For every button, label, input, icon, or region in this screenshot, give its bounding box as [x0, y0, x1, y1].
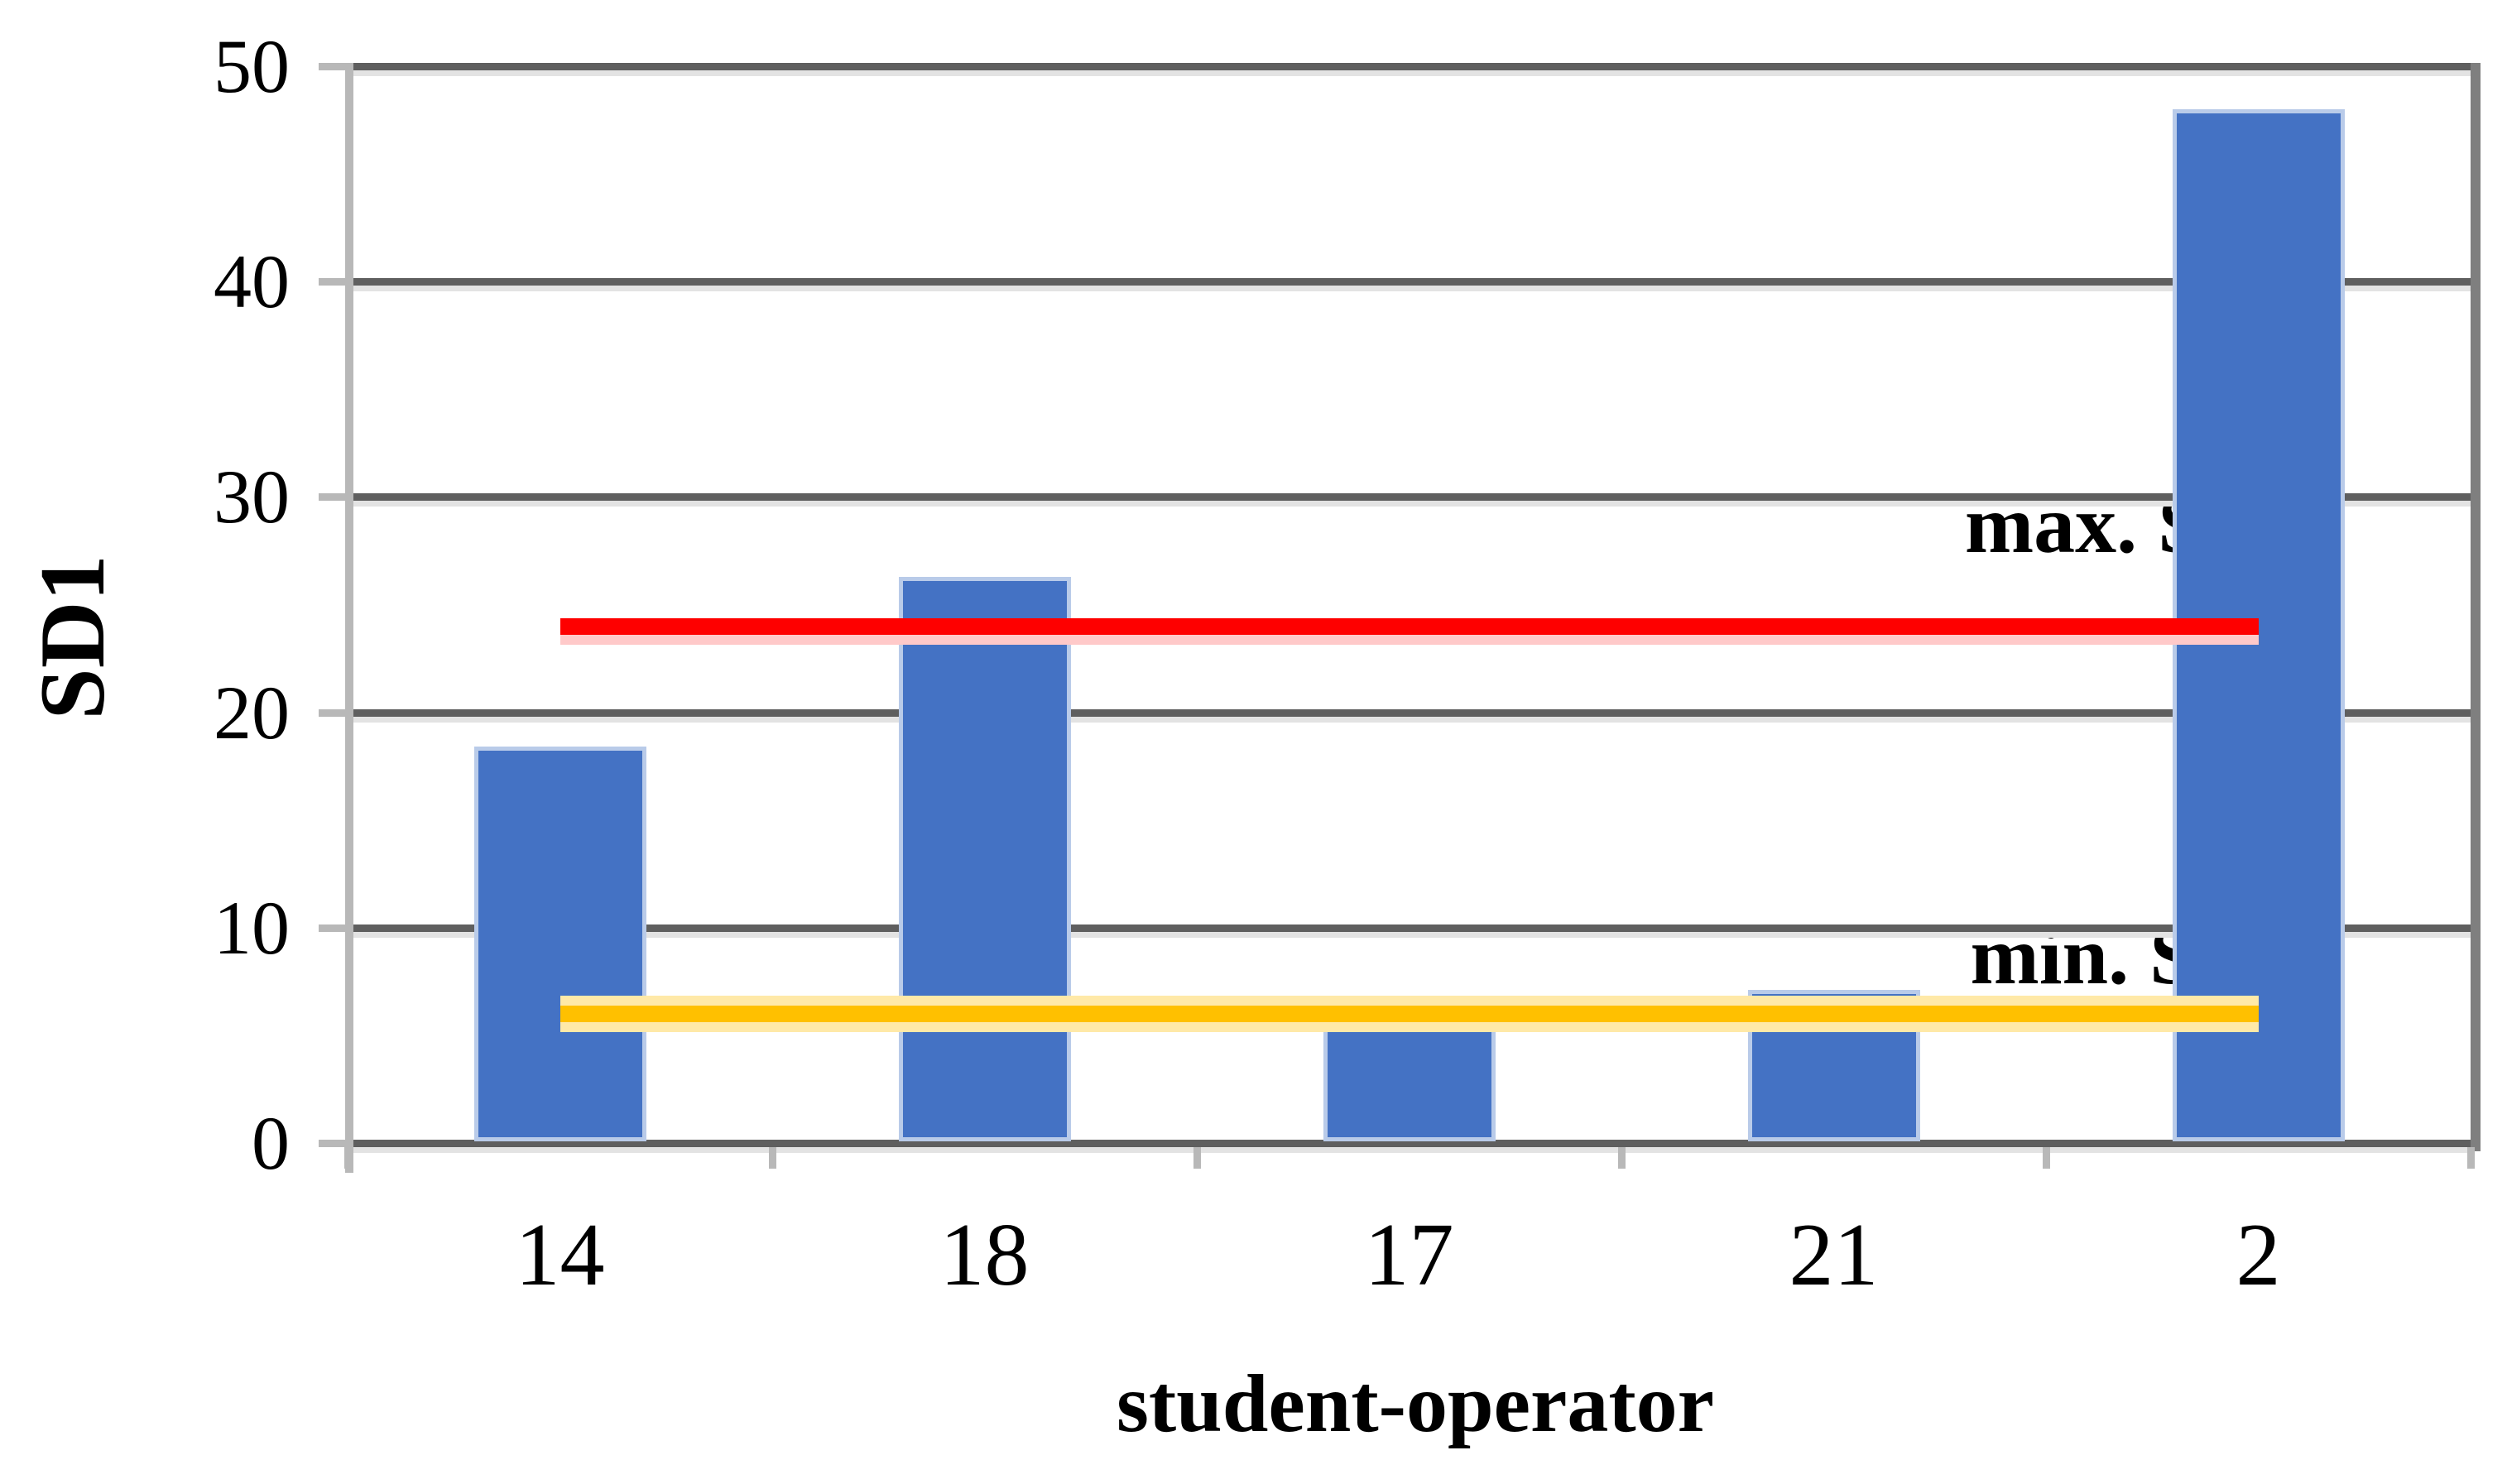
gridline [348, 493, 2481, 502]
gridline [348, 278, 2481, 286]
y-axis-tick-label: 0 [252, 1101, 290, 1185]
bar-student-17 [1323, 1024, 1496, 1141]
x-axis-tick-label: 17 [1364, 1206, 1454, 1304]
x-axis-tick-label: 21 [1789, 1206, 1879, 1304]
bar-student-18 [898, 576, 1071, 1141]
y-axis-tick [319, 493, 347, 502]
y-axis-tick-label: 40 [214, 239, 290, 324]
y-axis-tick-label: 10 [214, 885, 290, 970]
x-axis-tick [1618, 1147, 1626, 1169]
reference-line-max [560, 617, 2259, 635]
y-axis-tick-label: 20 [214, 670, 290, 755]
gridline-shadow [348, 286, 2471, 292]
y-axis-tick [319, 278, 347, 286]
x-axis-tick [2043, 1147, 2050, 1169]
y-axis-tick [319, 1140, 347, 1147]
x-axis-tick [344, 1147, 352, 1169]
gridline-shadow [348, 716, 2471, 723]
gridline-shadow [348, 70, 2471, 76]
gridline-shadow [348, 931, 2471, 938]
plot-right-border [2471, 63, 2481, 1151]
x-axis-tick-label: 18 [939, 1206, 1030, 1304]
y-axis-tick [319, 63, 347, 70]
x-axis-title: student-operator [1116, 1357, 1715, 1449]
x-axis-tick [2467, 1147, 2475, 1169]
x-axis-tick-label: 2 [2236, 1206, 2281, 1304]
gridline [348, 1140, 2481, 1147]
reference-line-min [560, 1005, 2259, 1022]
y-axis-tick-label: 50 [214, 24, 290, 108]
bar-student-14 [473, 747, 646, 1141]
x-axis-tick [769, 1147, 776, 1169]
x-axis-tick-label: 14 [515, 1206, 605, 1304]
y-axis-tick-label: 30 [214, 454, 290, 540]
gridline [348, 708, 2481, 717]
gridline-shadow [348, 1147, 2471, 1153]
gridline-shadow [348, 501, 2471, 507]
y-axis-tick [319, 708, 347, 717]
y-axis-line [345, 63, 353, 1173]
y-axis-tick [319, 924, 347, 932]
gridline [348, 924, 2481, 932]
gridline [348, 63, 2481, 70]
x-axis-tick [1193, 1147, 1201, 1169]
